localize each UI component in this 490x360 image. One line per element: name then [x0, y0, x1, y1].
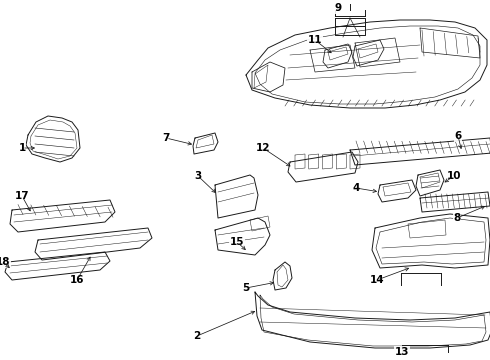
Text: 5: 5 [243, 283, 249, 293]
Text: 12: 12 [256, 143, 270, 153]
Text: 2: 2 [194, 331, 200, 341]
Text: 16: 16 [70, 275, 84, 285]
Text: 18: 18 [0, 257, 10, 267]
Text: 7: 7 [162, 133, 170, 143]
Text: 3: 3 [195, 171, 201, 181]
Text: 4: 4 [352, 183, 360, 193]
Text: 11: 11 [308, 35, 322, 45]
Text: 14: 14 [369, 275, 384, 285]
Text: 6: 6 [454, 131, 462, 141]
Text: 13: 13 [395, 347, 409, 357]
Text: 9: 9 [335, 3, 342, 13]
Text: 15: 15 [230, 237, 244, 247]
Text: 8: 8 [453, 213, 461, 223]
Text: 10: 10 [447, 171, 461, 181]
Text: 1: 1 [19, 143, 25, 153]
Text: 17: 17 [15, 191, 29, 201]
